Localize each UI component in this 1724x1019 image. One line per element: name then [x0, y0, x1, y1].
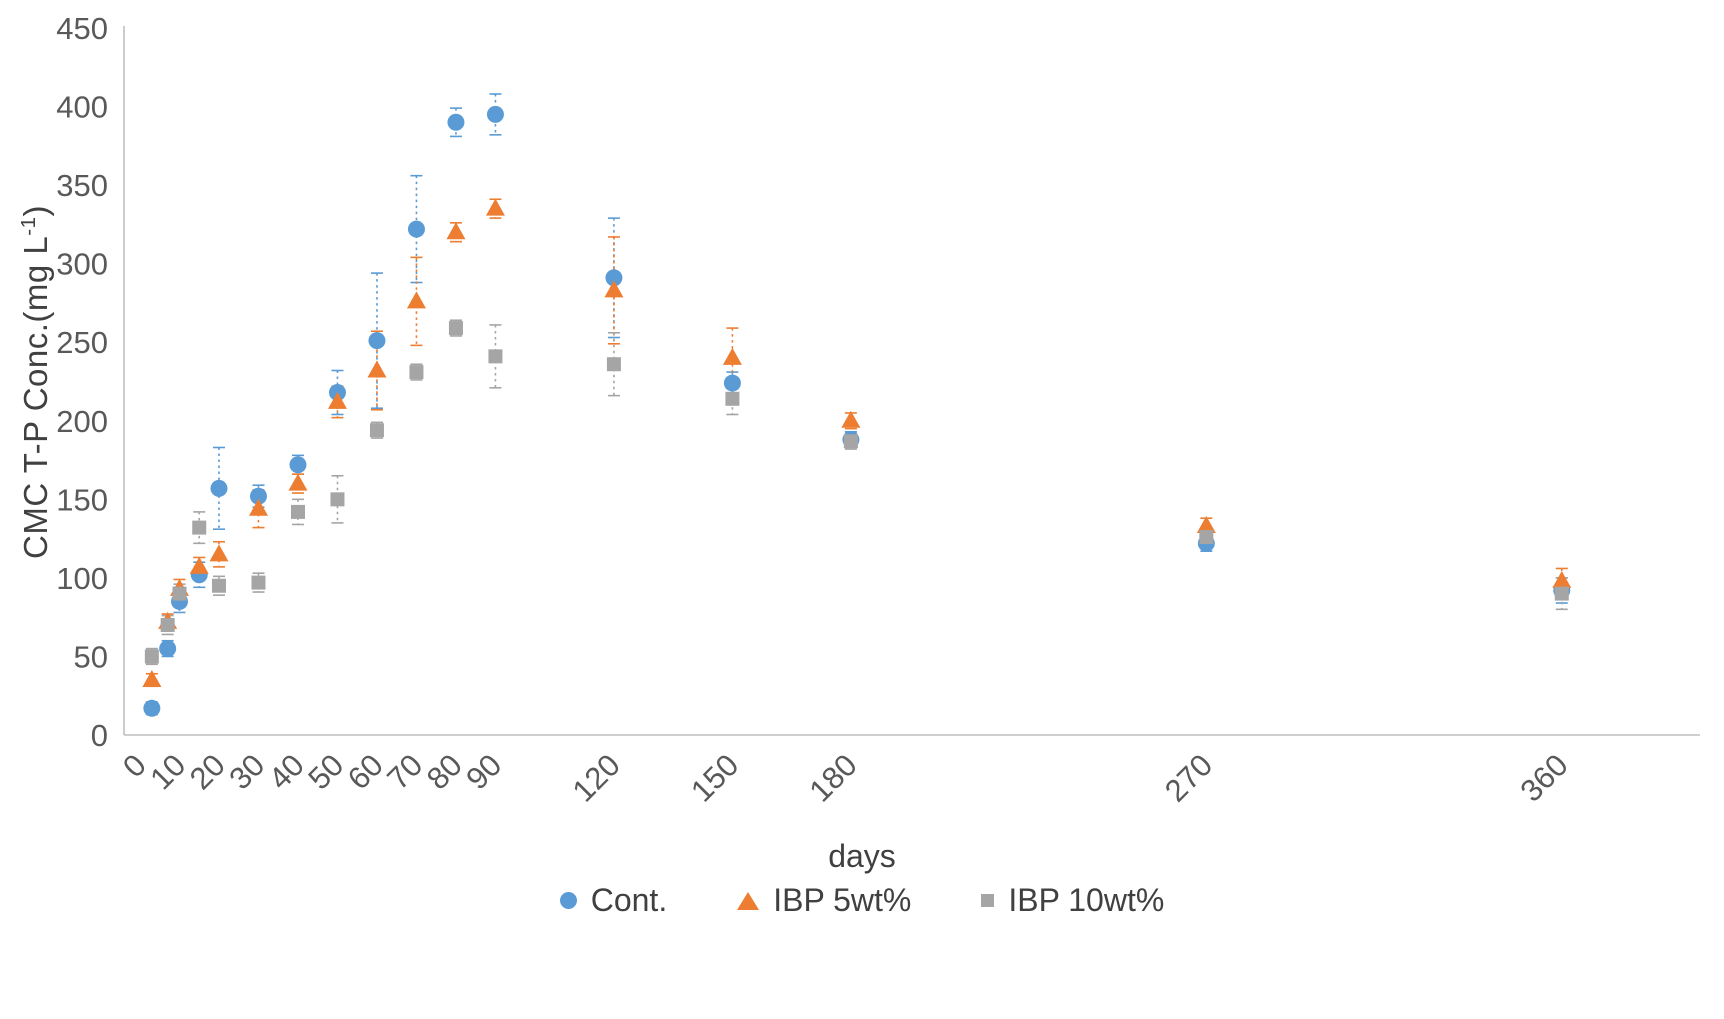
data-point-circle — [447, 113, 465, 131]
data-point-square — [330, 492, 345, 507]
x-tick-label: 150 — [684, 747, 745, 808]
data-point-circle — [249, 487, 267, 505]
data-point-square — [290, 504, 305, 519]
legend-item-ibp5: IBP 5wt% — [737, 882, 911, 919]
data-point-triangle — [189, 556, 209, 574]
square-marker-icon — [981, 894, 995, 907]
x-tick-label: 90 — [459, 747, 508, 796]
data-point-square — [160, 618, 175, 633]
data-point-triangle — [1196, 516, 1216, 534]
data-point-triangle — [248, 498, 268, 516]
y-axis-title-superscript: -1 — [17, 216, 40, 236]
y-tick-label: 150 — [56, 482, 108, 517]
data-point-circle — [605, 269, 623, 287]
data-point-circle — [407, 220, 425, 238]
y-tick-label: 250 — [56, 325, 108, 360]
legend-label-cont: Cont. — [590, 882, 668, 918]
data-point-triangle — [209, 544, 229, 562]
x-tick-label: 360 — [1513, 747, 1574, 808]
x-tick-label: 180 — [803, 747, 864, 808]
triangle-marker-icon — [737, 891, 760, 910]
data-point-square — [488, 349, 503, 364]
data-point-square — [606, 357, 621, 372]
data-point-square — [1554, 586, 1569, 601]
x-tick-label: 270 — [1158, 747, 1219, 808]
circle-marker-icon — [559, 892, 577, 909]
data-point-square — [369, 423, 384, 438]
data-point-triangle — [446, 222, 466, 240]
data-point-triangle — [604, 280, 624, 298]
data-point-square — [448, 321, 463, 336]
y-tick-label: 400 — [56, 90, 108, 125]
data-point-triangle — [841, 410, 861, 428]
data-point-circle — [143, 699, 161, 717]
data-point-circle — [289, 456, 307, 474]
y-tick-label: 300 — [56, 247, 108, 282]
data-point-triangle — [1552, 571, 1572, 589]
y-tick-label: 50 — [74, 639, 108, 674]
data-point-square — [843, 434, 858, 449]
data-point-triangle — [367, 360, 387, 378]
legend: Cont. IBP 5wt% IBP 10wt% — [0, 882, 1724, 919]
data-point-triangle — [142, 670, 162, 688]
y-tick-label: 200 — [56, 404, 108, 439]
data-point-square — [725, 391, 740, 406]
y-tick-label: 450 — [56, 11, 108, 46]
x-axis-title: days — [828, 838, 896, 874]
data-point-triangle — [722, 347, 742, 365]
y-tick-label: 100 — [56, 561, 108, 596]
legend-item-ibp10: IBP 10wt% — [981, 882, 1164, 919]
legend-label-ibp10: IBP 10wt% — [1008, 882, 1165, 918]
data-point-square — [409, 365, 424, 380]
y-axis-title-close: ) — [17, 205, 54, 217]
data-point-circle — [159, 640, 177, 658]
data-point-square — [172, 586, 187, 601]
data-point-triangle — [485, 198, 505, 216]
data-point-square — [251, 575, 266, 590]
data-point-square — [211, 578, 226, 593]
y-tick-label: 0 — [91, 718, 108, 753]
legend-item-cont: Cont. — [559, 882, 668, 919]
data-point-square — [192, 520, 207, 535]
data-point-triangle — [327, 391, 347, 409]
y-axis-title-text: CMC T-P Conc.(mg L — [17, 235, 54, 559]
data-point-square — [1199, 530, 1214, 545]
y-tick-label: 350 — [56, 168, 108, 203]
x-tick-label: 0 — [116, 747, 153, 784]
legend-label-ibp5: IBP 5wt% — [773, 882, 912, 918]
x-tick-label: 120 — [566, 747, 627, 808]
data-point-square — [144, 649, 159, 664]
data-point-circle — [368, 332, 386, 350]
data-point-triangle — [406, 291, 426, 309]
data-point-circle — [210, 479, 228, 497]
scatter-chart: 0501001502002503003504004500102030405060… — [56, 11, 1700, 809]
y-axis-title: CMC T-P Conc.(mg L-1) — [17, 205, 55, 559]
data-point-triangle — [288, 473, 308, 491]
data-point-circle — [723, 374, 741, 392]
data-point-circle — [486, 105, 504, 123]
